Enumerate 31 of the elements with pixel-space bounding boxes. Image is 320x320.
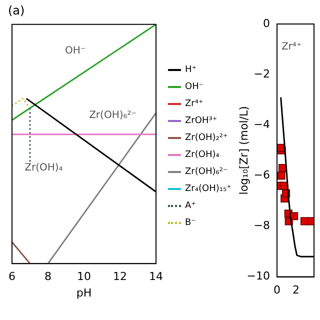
x-tick-label: 14 <box>149 270 163 284</box>
x-axis-title: pH <box>76 286 92 300</box>
legend-label: Zr₄(OH)₁₅⁺ <box>185 184 232 194</box>
y-tick-label: −2 <box>254 67 270 80</box>
y-tick-label: 0 <box>263 16 270 30</box>
legend-label: Zr(OH)₄ <box>185 150 220 160</box>
legend-label: OH⁻ <box>185 82 204 92</box>
y-tick-label: −8 <box>254 219 270 232</box>
legend-label: A⁺ <box>185 201 196 211</box>
legend-label: ZrOH³⁺ <box>185 116 218 126</box>
y-tick-label: −4 <box>254 118 270 131</box>
legend-label: H⁺ <box>185 65 197 75</box>
annotation: Zr(OH)₆²⁻ <box>89 110 137 121</box>
y-tick-label: −10 <box>246 270 270 283</box>
y-tick-label: −6 <box>254 168 270 182</box>
x-tick-label: 6 <box>8 270 16 284</box>
annotation: Zr⁴⁺ <box>281 41 302 52</box>
annotation: OH⁻ <box>65 45 86 56</box>
legend-label: Zr⁴⁺ <box>185 99 204 109</box>
legend-label: Zr(OH)₆²⁻ <box>185 167 228 177</box>
x-tick-label: 8 <box>44 270 52 284</box>
point <box>307 217 314 226</box>
point <box>277 172 286 180</box>
x-tick-label: 10 <box>77 270 91 284</box>
legend-label: B⁻ <box>185 218 196 228</box>
x-tick-label: 2 <box>292 283 300 296</box>
annotation: Zr(OH)₄ <box>24 162 63 174</box>
legend-label: Zr(OH)₂²⁺ <box>185 133 228 143</box>
chart-title: (a) <box>8 3 25 18</box>
y-axis-title: log₁₀[Zr] (mol/L) <box>237 106 250 195</box>
x-tick-label: 12 <box>113 270 127 284</box>
